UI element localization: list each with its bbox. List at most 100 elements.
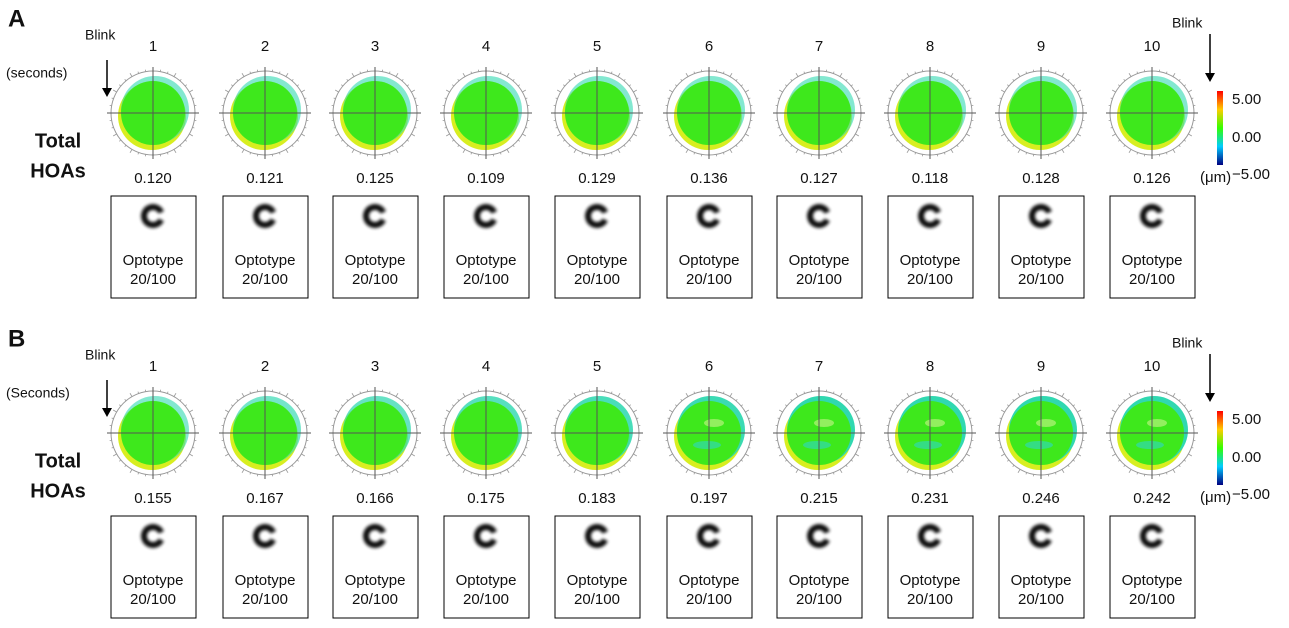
map-tick: [957, 79, 958, 81]
map-tick: [1007, 140, 1009, 141]
map-tick: [624, 465, 625, 467]
hoa-value: 0.246: [1022, 490, 1060, 507]
time-label: 6: [705, 358, 713, 375]
map-tick: [681, 79, 682, 81]
map-tick: [1001, 454, 1004, 456]
map-tick: [846, 79, 847, 81]
optotype-label: Optotype: [567, 572, 628, 589]
optotype-acuity: 20/100: [130, 591, 176, 608]
map-tick: [189, 90, 192, 92]
map-tick: [1112, 454, 1115, 456]
map-tick: [745, 454, 748, 456]
map-tick: [840, 73, 842, 76]
unit-label: (μm): [1200, 489, 1231, 506]
map-tick: [1184, 460, 1186, 461]
map-tick: [125, 145, 126, 147]
map-tick: [951, 469, 953, 472]
map-spot: [704, 419, 724, 427]
map-tick: [1173, 469, 1175, 472]
hoa-value: 0.109: [467, 170, 505, 187]
map-tick: [855, 90, 858, 92]
hoa-value: 0.129: [578, 170, 616, 187]
map-tick: [675, 85, 677, 86]
map-tick: [180, 79, 181, 81]
optotype-acuity: 20/100: [1129, 271, 1175, 288]
map-tick: [407, 85, 409, 86]
aberration-map: [995, 67, 1087, 159]
map-tick: [569, 145, 570, 147]
map-tick: [1062, 73, 1064, 76]
colorbar-label: 5.00: [1232, 91, 1261, 108]
map-tick: [1073, 140, 1075, 141]
optotype-acuity: 20/100: [796, 271, 842, 288]
map-tick: [522, 90, 525, 92]
hoa-value: 0.121: [246, 170, 284, 187]
map-tick: [119, 140, 121, 141]
map-tick: [185, 85, 187, 86]
map-tick: [966, 454, 969, 456]
optotype-acuity: 20/100: [907, 591, 953, 608]
map-tick: [736, 465, 737, 467]
map-tick: [624, 399, 625, 401]
map-tick: [301, 90, 304, 92]
map-tick: [730, 393, 732, 396]
map-tick: [292, 399, 293, 401]
map-tick: [686, 73, 688, 76]
map-spot: [925, 419, 945, 427]
map-tick: [745, 134, 748, 136]
map-tick: [1118, 405, 1120, 406]
map-tick: [896, 405, 898, 406]
aberration-map: [440, 387, 532, 479]
map-tick: [1129, 149, 1131, 152]
arrow-head: [102, 408, 112, 417]
map-tick: [119, 85, 121, 86]
map-tick: [301, 454, 304, 456]
map-tick: [730, 149, 732, 152]
map-tick: [791, 399, 792, 401]
map-tick: [1073, 460, 1075, 461]
map-tick: [396, 73, 398, 76]
map-tick: [624, 79, 625, 81]
map-tick: [569, 399, 570, 401]
map-spot: [814, 419, 834, 427]
map-tick: [907, 469, 909, 472]
map-tick: [185, 405, 187, 406]
map-tick: [513, 79, 514, 81]
map-tick: [396, 469, 398, 472]
time-label: 1: [149, 358, 157, 375]
map-tick: [297, 405, 299, 406]
map-tick: [675, 460, 677, 461]
arrow-head: [102, 88, 112, 97]
aberration-map: [773, 387, 865, 479]
map-tick: [902, 79, 903, 81]
map-tick: [1013, 145, 1014, 147]
time-label: 1: [149, 38, 157, 55]
map-tick: [569, 79, 570, 81]
map-tick: [1068, 399, 1069, 401]
map-tick: [335, 134, 338, 136]
map-tick: [231, 140, 233, 141]
map-tick: [407, 140, 409, 141]
map-tick: [458, 465, 459, 467]
map-tick: [1179, 79, 1180, 81]
map-tick: [1124, 399, 1125, 401]
map-tick: [518, 140, 520, 141]
map-tick: [563, 140, 565, 141]
map-tick: [130, 73, 132, 76]
map-tick: [741, 140, 743, 141]
optotype-acuity: 20/100: [352, 271, 398, 288]
aberration-map: [1106, 387, 1198, 479]
time-label: 5: [593, 38, 601, 55]
map-tick: [458, 399, 459, 401]
map-tick: [463, 73, 465, 76]
map-tick: [1068, 465, 1069, 467]
map-tick: [1179, 465, 1180, 467]
map-tick: [633, 134, 636, 136]
map-tick: [292, 79, 293, 81]
colorbar-label: −5.00: [1232, 486, 1270, 503]
map-tick: [1018, 73, 1020, 76]
seconds-label: (Seconds): [6, 385, 70, 401]
map-tick: [347, 465, 348, 467]
map-tick: [1184, 405, 1186, 406]
